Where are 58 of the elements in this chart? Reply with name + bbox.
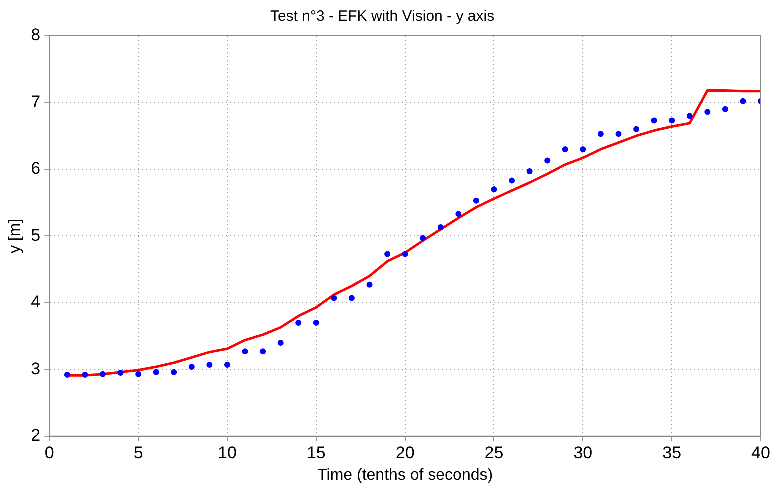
point: [348, 295, 355, 302]
point: [686, 113, 693, 120]
point: [740, 98, 746, 104]
point: [296, 320, 302, 326]
point: [384, 251, 391, 258]
y-tick-label: 4: [31, 292, 41, 312]
point: [402, 251, 408, 258]
x-tick-label: 35: [662, 443, 682, 462]
x-tick-label: 40: [752, 443, 770, 462]
y-tick-label: 8: [31, 26, 41, 45]
point: [313, 320, 320, 326]
point: [580, 146, 586, 152]
y-tick-label: 3: [31, 359, 41, 378]
point: [669, 118, 676, 124]
x-tick-label: 20: [396, 443, 415, 462]
point: [509, 178, 516, 184]
y-tick-label: 2: [31, 426, 41, 446]
point: [438, 224, 444, 231]
x-tick-label: 15: [306, 443, 326, 462]
point: [366, 282, 373, 288]
point: [206, 362, 213, 368]
point: [188, 364, 195, 370]
point: [171, 369, 178, 376]
point: [242, 348, 248, 355]
point: [331, 295, 338, 302]
x-tick-label: 5: [134, 443, 144, 462]
point: [153, 369, 160, 376]
point: [491, 186, 498, 192]
point: [456, 211, 462, 218]
x-tick-label: 25: [484, 443, 504, 462]
point: [616, 131, 622, 138]
x-tick-label: 30: [574, 443, 593, 462]
x-tick-label: 0: [44, 443, 54, 462]
point: [562, 146, 568, 152]
point: [420, 235, 426, 242]
point: [278, 340, 284, 346]
point: [544, 158, 551, 164]
point: [598, 131, 604, 138]
point: [634, 126, 640, 132]
point: [82, 372, 88, 378]
y-tick-label: 7: [31, 92, 41, 112]
point: [704, 109, 711, 116]
point: [136, 371, 142, 378]
point: [260, 348, 266, 355]
point: [100, 371, 106, 378]
y-tick-label: 6: [31, 159, 41, 178]
x-axis-title: Time (tenths of seconds): [318, 466, 494, 484]
y-tick-label: 5: [31, 226, 41, 245]
point: [651, 118, 658, 124]
x-tick-label: 10: [218, 443, 237, 462]
point: [224, 362, 230, 368]
y-axis-title: y [m]: [7, 218, 24, 254]
point: [118, 370, 124, 376]
chart-title: Test n°3 - EFK with Vision - y axis: [270, 8, 495, 26]
point: [473, 198, 480, 204]
point: [722, 106, 728, 112]
point: [64, 372, 70, 378]
point: [526, 168, 533, 174]
